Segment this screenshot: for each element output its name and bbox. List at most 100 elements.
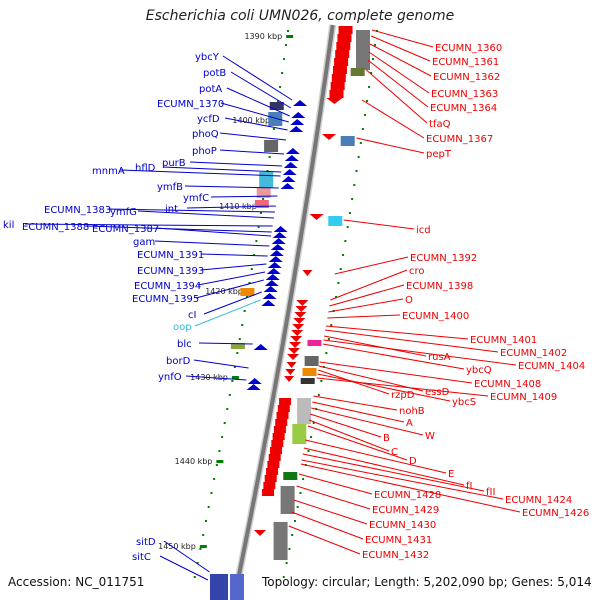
inner-track-dot xyxy=(210,492,213,494)
right-gene-label: ECUMN_1398 xyxy=(406,281,473,292)
inner-gene-block xyxy=(269,102,284,110)
left-gene-leader xyxy=(203,291,262,315)
reverse-gene-bar xyxy=(273,426,286,433)
outer-track-dot xyxy=(312,422,315,424)
left-gene-label: oop xyxy=(173,322,192,333)
reverse-gene-bar xyxy=(263,482,276,489)
reverse-gene-bar xyxy=(266,468,279,475)
reverse-gene-arrow xyxy=(285,369,296,375)
outer-track-dot xyxy=(337,282,340,284)
right-gene-leader xyxy=(298,473,373,495)
outer-track-dot xyxy=(372,58,375,60)
reverse-gene-arrow xyxy=(326,98,343,104)
reverse-gene-bar xyxy=(331,74,346,82)
right-gene-leader xyxy=(305,439,447,474)
reverse-gene-bar xyxy=(276,412,289,419)
right-gene-leader xyxy=(313,395,398,411)
right-gene-leader xyxy=(303,447,465,486)
outer-gene-block xyxy=(340,136,355,146)
left-gene-label: kil xyxy=(3,220,14,231)
left-gene-label: sitC xyxy=(132,552,151,563)
inner-gene-block xyxy=(268,112,283,126)
reverse-gene-arrow xyxy=(293,318,306,324)
left-gene-leader xyxy=(154,240,270,247)
forward-gene-arrow xyxy=(272,232,287,238)
forward-gene-arrow xyxy=(293,100,308,106)
right-gene-leader xyxy=(291,511,364,540)
right-gene-label: rusA xyxy=(428,352,451,363)
kbp-label: 1440 kbp xyxy=(175,457,213,466)
outer-track-dot xyxy=(359,142,362,144)
inner-track-dot xyxy=(255,240,258,242)
inner-track-dot xyxy=(262,198,265,200)
reverse-gene-arrow xyxy=(294,312,307,318)
left-gene-leader xyxy=(226,87,290,117)
reverse-gene-bar xyxy=(264,475,277,482)
left-gene-label: gam xyxy=(133,237,155,248)
outer-gene-block xyxy=(302,368,317,376)
outer-track-dot xyxy=(355,170,358,172)
outer-track-dot xyxy=(330,324,333,326)
left-gene-leader xyxy=(159,555,209,581)
right-gene-label: nohB xyxy=(399,406,425,417)
right-gene-leader xyxy=(308,419,390,452)
left-gene-leader xyxy=(210,195,278,198)
forward-gene-arrow xyxy=(266,268,281,274)
right-gene-label: ECUMN_1400 xyxy=(402,311,469,322)
reverse-gene-bar xyxy=(334,58,349,66)
left-gene-leader xyxy=(230,71,292,109)
left-gene-leader xyxy=(194,299,261,327)
forward-gene-arrow xyxy=(289,126,304,132)
forward-gene-arrow xyxy=(284,155,299,161)
outer-track-dot xyxy=(342,254,345,256)
reverse-gene-arrow xyxy=(295,306,308,312)
reverse-gene-bar xyxy=(279,398,292,405)
reverse-gene-arrow xyxy=(292,324,305,330)
right-gene-leader xyxy=(322,343,465,370)
right-gene-label: ECUMN_1392 xyxy=(410,253,477,264)
reverse-gene-bar xyxy=(275,419,288,426)
reverse-gene-bar xyxy=(267,461,280,468)
inner-track-dot xyxy=(199,548,202,550)
left-gene-leader xyxy=(24,223,273,227)
right-gene-leader xyxy=(330,269,408,301)
reverse-gene-arrow xyxy=(296,300,309,306)
left-gene-leader xyxy=(220,102,289,123)
forward-gene-arrow xyxy=(281,176,296,182)
forward-gene-arrow xyxy=(273,226,288,232)
left-gene-label: ECUMN_1383 xyxy=(44,205,111,216)
left-gene-label: hflD xyxy=(135,163,156,174)
reverse-gene-bar xyxy=(268,454,281,461)
reverse-gene-arrow xyxy=(286,362,297,368)
left-gene-label: ymfG xyxy=(110,207,137,218)
inner-track-dot xyxy=(202,534,205,536)
backbone-line xyxy=(231,24,335,600)
right-gene-label: D xyxy=(409,456,417,467)
right-gene-leader xyxy=(370,35,431,62)
right-gene-leader xyxy=(288,525,361,555)
left-gene-leader xyxy=(219,149,284,155)
forward-gene-arrow xyxy=(291,112,306,118)
right-gene-leader xyxy=(368,51,430,94)
right-gene-label: ECUMN_1361 xyxy=(432,57,499,68)
inner-track-dot xyxy=(250,268,253,270)
right-gene-label: ECUMN_1409 xyxy=(490,392,557,403)
left-gene-leader xyxy=(162,166,282,173)
left-gene-leader xyxy=(197,271,266,286)
right-gene-leader xyxy=(316,377,489,397)
left-gene-label: purB xyxy=(162,158,186,169)
inner-track-dot xyxy=(241,324,244,326)
outer-track-dot xyxy=(346,226,349,228)
left-gene-leader xyxy=(186,205,276,209)
reverse-gene-arrow xyxy=(254,530,266,536)
right-gene-leader xyxy=(293,499,368,525)
accession-text: Accession: NC_011751 xyxy=(8,575,145,589)
right-gene-leader xyxy=(311,407,424,436)
right-gene-label: A xyxy=(406,418,413,429)
forward-gene-arrow xyxy=(253,344,268,350)
kbp-tick xyxy=(216,460,224,463)
forward-gene-arrow xyxy=(285,148,300,154)
genome-summary-text: Topology: circular; Length: 5,202,090 bp… xyxy=(262,575,592,589)
right-gene-label: ECUMN_1408 xyxy=(474,379,541,390)
outer-track-dot xyxy=(293,520,296,522)
